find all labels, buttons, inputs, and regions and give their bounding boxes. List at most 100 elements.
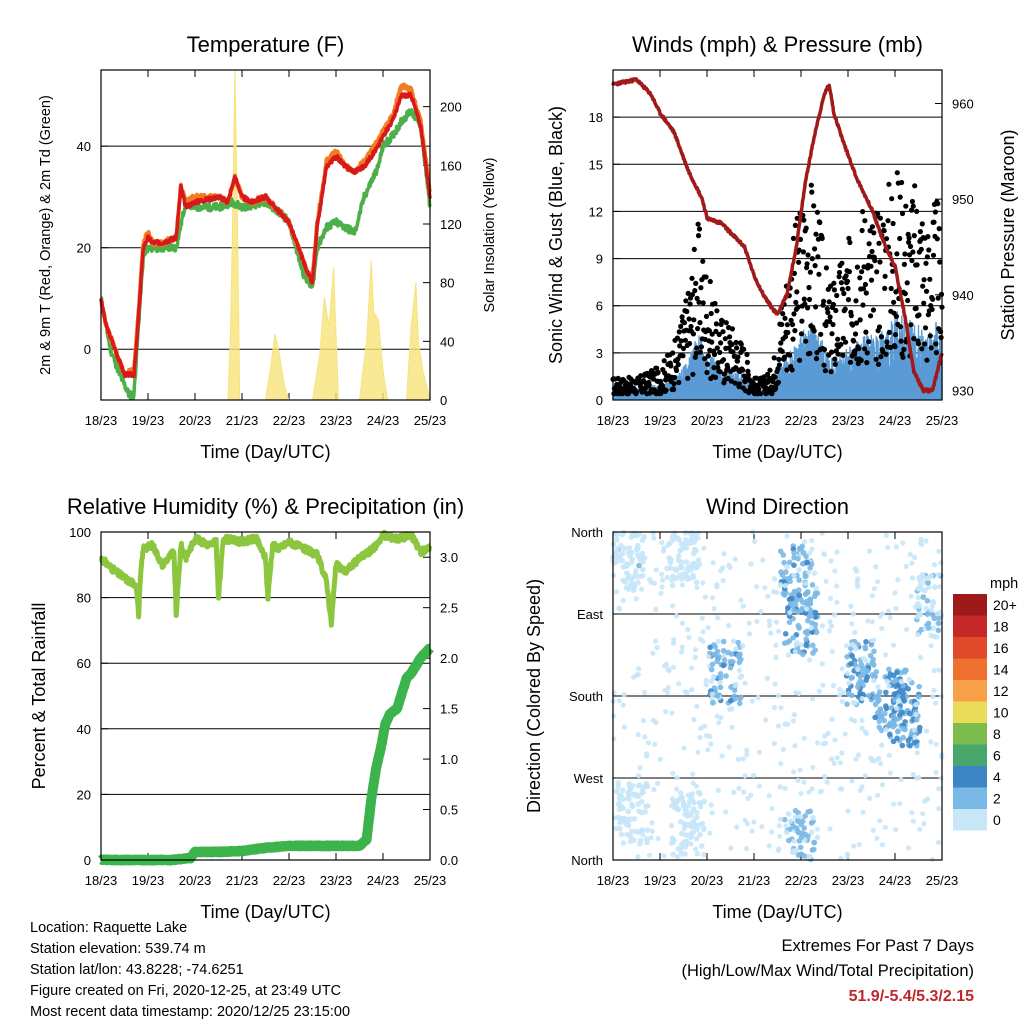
gust-point xyxy=(712,374,719,380)
direction-point xyxy=(681,825,688,832)
gust-point xyxy=(927,333,933,339)
gust-point xyxy=(831,287,838,293)
direction-point xyxy=(891,642,897,648)
direction-point xyxy=(744,747,750,754)
gust-point xyxy=(779,321,785,328)
gust-point xyxy=(925,312,932,318)
direction-point xyxy=(694,584,700,591)
direction-point xyxy=(839,666,845,672)
direction-point xyxy=(908,593,914,599)
gust-point xyxy=(883,351,889,357)
y-tick-label: 3 xyxy=(596,346,603,361)
direction-point xyxy=(832,737,838,743)
direction-point xyxy=(683,832,689,838)
gust-point xyxy=(932,209,939,215)
plot-frame xyxy=(100,69,431,401)
direction-point xyxy=(811,839,817,846)
direction-point xyxy=(710,560,716,566)
direction-point xyxy=(768,630,774,636)
direction-point xyxy=(674,775,680,781)
direction-point xyxy=(924,611,931,617)
gust-point xyxy=(923,260,929,266)
direction-point xyxy=(923,728,930,734)
y-axis-label: 2m & 9m T (Red, Orange) & 2m Td (Green) xyxy=(38,95,54,375)
direction-point xyxy=(685,792,692,798)
gust-point xyxy=(690,331,697,337)
direction-point xyxy=(659,539,665,546)
direction-point xyxy=(696,822,702,828)
station-elevation: Station elevation: 539.74 m xyxy=(30,941,206,957)
colorbar-label: 10 xyxy=(993,704,1009,720)
gust-point xyxy=(836,274,842,280)
direction-point xyxy=(762,585,768,591)
gust-point xyxy=(693,280,699,286)
gust-point xyxy=(695,221,701,227)
gust-point xyxy=(901,261,908,267)
direction-point xyxy=(920,811,926,817)
direction-point xyxy=(849,621,855,627)
direction-point xyxy=(766,793,772,799)
y-right-tick-label: 160 xyxy=(440,158,462,173)
x-tick-label: 23/23 xyxy=(832,413,865,428)
direction-point xyxy=(756,783,762,789)
direction-point xyxy=(887,720,894,726)
gust-point xyxy=(792,222,799,228)
direction-point xyxy=(689,665,695,671)
gust-point xyxy=(712,300,718,307)
direction-point xyxy=(773,619,780,625)
direction-point xyxy=(862,644,868,650)
colorbar-swatch xyxy=(953,744,987,766)
direction-point xyxy=(789,849,796,855)
direction-point xyxy=(613,788,620,794)
direction-point xyxy=(936,548,942,554)
gust-point xyxy=(902,251,908,257)
y-right-tick-label: 40 xyxy=(440,334,454,349)
direction-point xyxy=(855,576,861,582)
direction-point xyxy=(895,698,902,704)
gust-point xyxy=(845,285,851,292)
direction-point xyxy=(694,850,701,857)
direction-point xyxy=(731,789,737,796)
direction-point xyxy=(691,717,697,723)
direction-point xyxy=(890,714,897,720)
colorbar: mph 20+ 18 16 14 12 10 8 6 4 2 0 xyxy=(953,576,1018,831)
direction-point xyxy=(689,687,695,693)
direction-point xyxy=(873,669,880,675)
direction-point xyxy=(701,825,707,831)
direction-point xyxy=(720,638,727,645)
direction-point xyxy=(791,588,798,595)
direction-point xyxy=(806,569,812,575)
direction-point xyxy=(708,678,715,684)
direction-point xyxy=(742,773,748,779)
gust-point xyxy=(804,261,810,267)
direction-point xyxy=(653,567,659,573)
direction-point xyxy=(743,846,750,852)
gust-point xyxy=(722,336,728,342)
gust-point xyxy=(780,311,786,317)
direction-point xyxy=(690,797,696,803)
gust-point xyxy=(854,264,861,270)
direction-point xyxy=(685,627,691,633)
direction-point xyxy=(915,594,922,601)
direction-point xyxy=(924,575,931,582)
gust-point xyxy=(889,196,895,202)
direction-point xyxy=(670,770,676,776)
direction-point xyxy=(870,827,876,834)
gust-point xyxy=(765,371,771,377)
direction-point xyxy=(614,537,620,543)
direction-point xyxy=(771,704,778,711)
direction-point xyxy=(794,818,801,824)
direction-point xyxy=(650,650,656,656)
direction-point xyxy=(697,636,704,642)
gust-point xyxy=(869,224,876,230)
direction-point xyxy=(879,742,885,748)
gust-point xyxy=(899,210,906,217)
direction-point xyxy=(844,670,851,676)
gust-point xyxy=(638,373,644,379)
colorbar-swatch xyxy=(953,701,987,723)
gust-point xyxy=(802,301,808,307)
gust-point xyxy=(848,313,854,319)
direction-point xyxy=(900,682,906,689)
direction-point xyxy=(808,561,815,568)
direction-point xyxy=(805,854,812,860)
